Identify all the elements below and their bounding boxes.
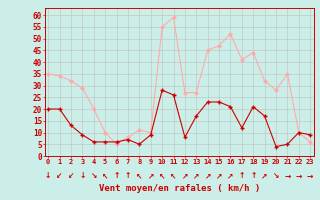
Text: ↖: ↖ <box>136 171 142 180</box>
Text: ↗: ↗ <box>227 171 234 180</box>
Text: ↗: ↗ <box>261 171 268 180</box>
Text: ↖: ↖ <box>159 171 165 180</box>
Text: ↙: ↙ <box>68 171 74 180</box>
Text: ↗: ↗ <box>204 171 211 180</box>
Text: ↓: ↓ <box>79 171 85 180</box>
Text: ↑: ↑ <box>239 171 245 180</box>
Text: ↗: ↗ <box>182 171 188 180</box>
Text: ↖: ↖ <box>170 171 177 180</box>
Text: ↗: ↗ <box>148 171 154 180</box>
Text: ↙: ↙ <box>56 171 63 180</box>
Text: ↑: ↑ <box>113 171 120 180</box>
Text: ↓: ↓ <box>45 171 52 180</box>
Text: →: → <box>284 171 291 180</box>
Text: ↘: ↘ <box>273 171 279 180</box>
Text: ↑: ↑ <box>125 171 131 180</box>
Text: ↘: ↘ <box>91 171 97 180</box>
Text: ↗: ↗ <box>193 171 199 180</box>
Text: →: → <box>296 171 302 180</box>
Text: ↗: ↗ <box>216 171 222 180</box>
X-axis label: Vent moyen/en rafales ( km/h ): Vent moyen/en rafales ( km/h ) <box>99 184 260 193</box>
Text: ↖: ↖ <box>102 171 108 180</box>
Text: ↑: ↑ <box>250 171 256 180</box>
Text: →: → <box>307 171 313 180</box>
